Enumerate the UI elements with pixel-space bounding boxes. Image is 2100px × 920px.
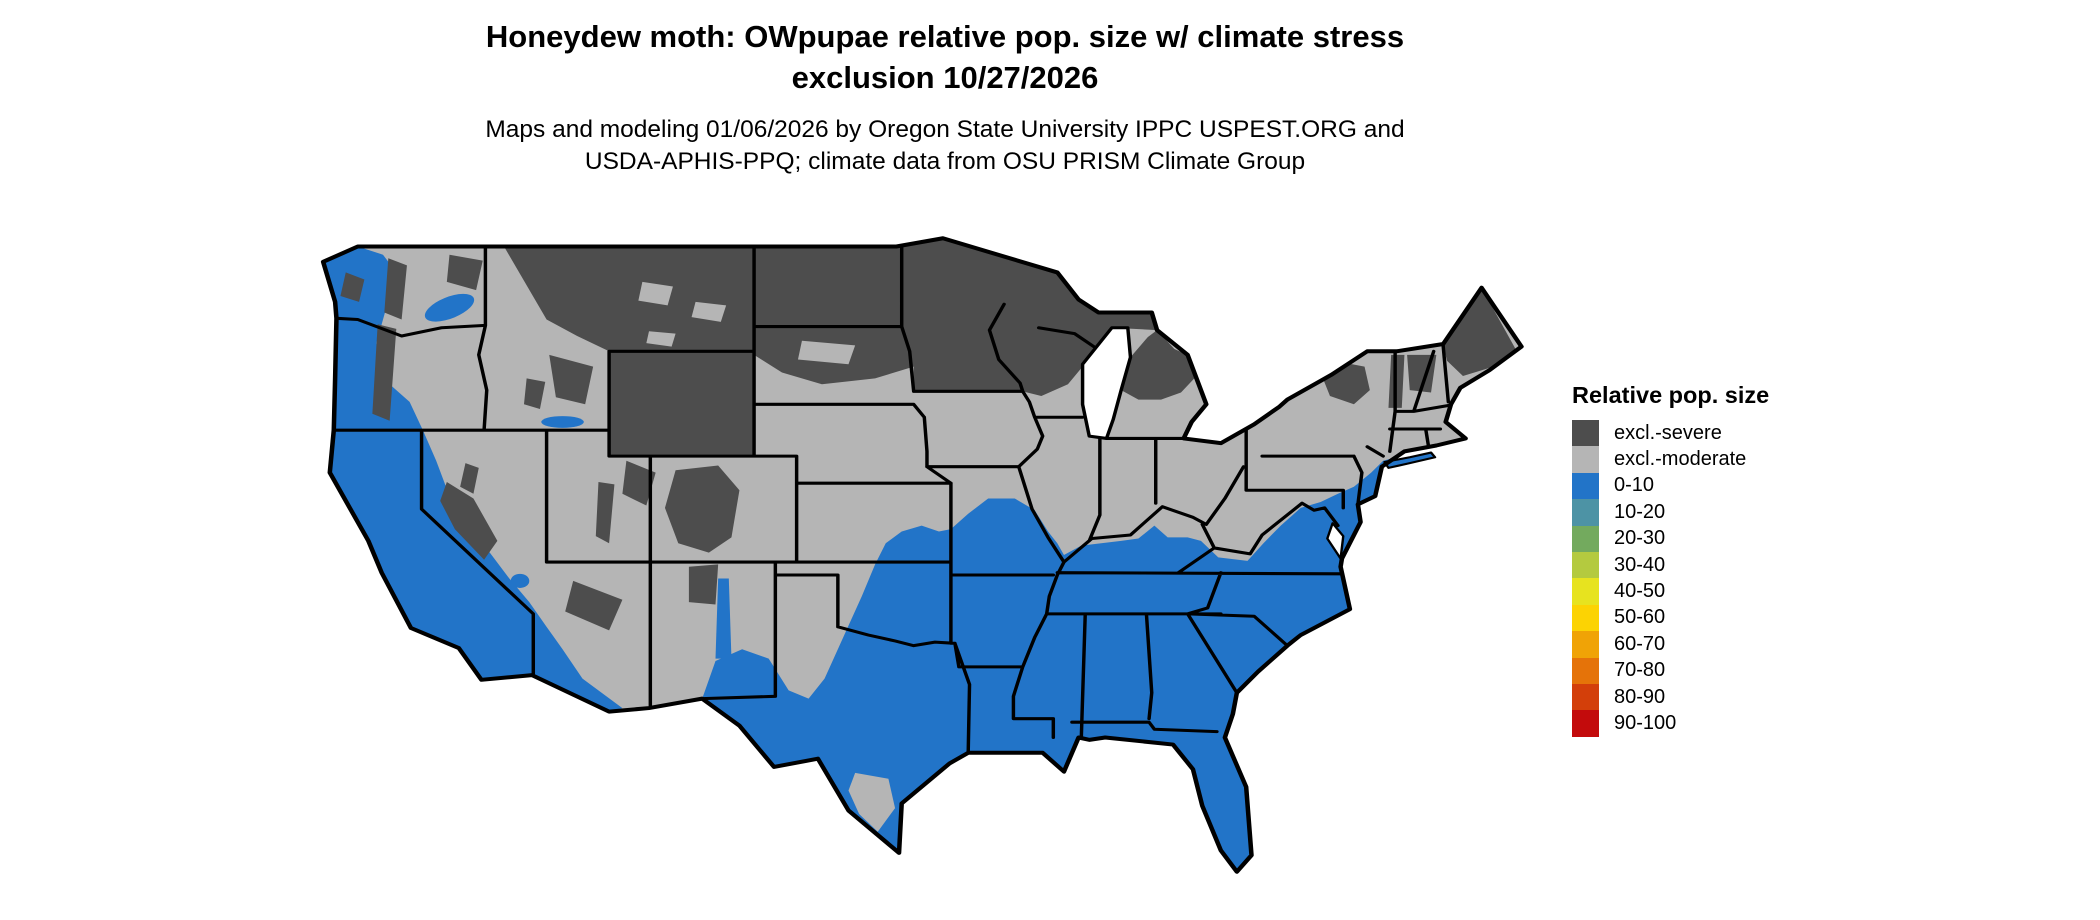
figure-header: Honeydew moth: OWpupae relative pop. siz… bbox=[0, 16, 1890, 178]
map-region-excl-severe bbox=[340, 238, 1517, 631]
map-region-0-10-west-coast bbox=[323, 246, 623, 712]
legend-swatch-10-20 bbox=[1572, 499, 1599, 526]
legend-item-excl-severe: excl.-severe bbox=[1572, 420, 1769, 447]
long-island bbox=[1383, 451, 1437, 469]
legend-title: Relative pop. size bbox=[1572, 382, 1770, 408]
lake-michigan bbox=[1080, 326, 1133, 440]
legend-swatch-90-100 bbox=[1572, 710, 1599, 737]
legend-item-10-20: 10-20 bbox=[1572, 499, 1769, 526]
legend-item-excl-moderate: excl.-moderate bbox=[1572, 446, 1769, 473]
legend-item-60-70: 60-70 bbox=[1572, 631, 1769, 658]
legend-label-excl-severe: excl.-severe bbox=[1614, 421, 1722, 444]
map-patch-moderate-flecks bbox=[638, 281, 856, 365]
legend-label-40-50: 40-50 bbox=[1614, 580, 1666, 603]
legend-swatch-excl-moderate bbox=[1572, 446, 1599, 473]
legend-label-50-60: 50-60 bbox=[1614, 606, 1666, 629]
map-patch-moderate-texas bbox=[848, 772, 896, 832]
legend-swatch-50-60 bbox=[1572, 604, 1599, 632]
figure-canvas: { "figure": { "title_line1": "Honeydew m… bbox=[0, 16, 1890, 874]
legend-swatch-70-80 bbox=[1572, 657, 1599, 684]
map-title-line-2: exclusion 10/27/2026 bbox=[791, 60, 1099, 95]
legend-swatch-30-40 bbox=[1572, 551, 1599, 579]
legend-items: excl.-severe excl.-moderate 0-10 10-20 2… bbox=[1572, 420, 1769, 737]
legend-swatch-0-10 bbox=[1572, 472, 1599, 500]
legend-label-excl-moderate: excl.-moderate bbox=[1614, 448, 1747, 471]
legend-item-20-30: 20-30 bbox=[1572, 525, 1769, 552]
map-subtitle: Maps and modeling 01/06/2026 by Oregon S… bbox=[0, 114, 1890, 178]
map-region-0-10-south bbox=[702, 445, 1438, 872]
legend-label-30-40: 30-40 bbox=[1614, 553, 1666, 576]
legend-item-40-50: 40-50 bbox=[1572, 578, 1769, 605]
legend-swatch-40-50 bbox=[1572, 578, 1599, 605]
us-map-outline bbox=[320, 236, 1524, 874]
legend-label-90-100: 90-100 bbox=[1614, 711, 1677, 734]
legend-label-0-10: 0-10 bbox=[1614, 474, 1655, 497]
legend-label-10-20: 10-20 bbox=[1614, 500, 1666, 523]
legend-item-80-90: 80-90 bbox=[1572, 683, 1769, 711]
map-subtitle-line-1: Maps and modeling 01/06/2026 by Oregon S… bbox=[485, 116, 1405, 143]
legend-item-0-10: 0-10 bbox=[1572, 472, 1769, 500]
state-borders bbox=[332, 244, 1451, 755]
legend-label-70-80: 70-80 bbox=[1614, 659, 1666, 682]
legend-item-30-40: 30-40 bbox=[1572, 551, 1769, 579]
map-region-0-10-patches bbox=[424, 293, 732, 659]
legend-item-70-80: 70-80 bbox=[1572, 657, 1769, 684]
legend-swatch-60-70 bbox=[1572, 631, 1599, 658]
legend-swatch-20-30 bbox=[1572, 525, 1599, 552]
legend-label-20-30: 20-30 bbox=[1614, 527, 1666, 550]
legend-item-50-60: 50-60 bbox=[1572, 604, 1769, 632]
map-subtitle-line-2: USDA-APHIS-PPQ; climate data from OSU PR… bbox=[584, 148, 1306, 175]
legend-label-60-70: 60-70 bbox=[1614, 632, 1666, 655]
legend-item-90-100: 90-100 bbox=[1572, 710, 1769, 737]
map-legend: Relative pop. size excl.-severe excl.-mo… bbox=[1572, 382, 1769, 737]
legend-swatch-excl-severe bbox=[1572, 420, 1599, 447]
map-title-line-1: Honeydew moth: OWpupae relative pop. siz… bbox=[485, 19, 1405, 54]
us-map bbox=[320, 236, 1524, 874]
legend-label-80-90: 80-90 bbox=[1614, 685, 1666, 708]
us-map-container bbox=[250, 190, 1580, 920]
legend-swatch-80-90 bbox=[1572, 683, 1599, 711]
